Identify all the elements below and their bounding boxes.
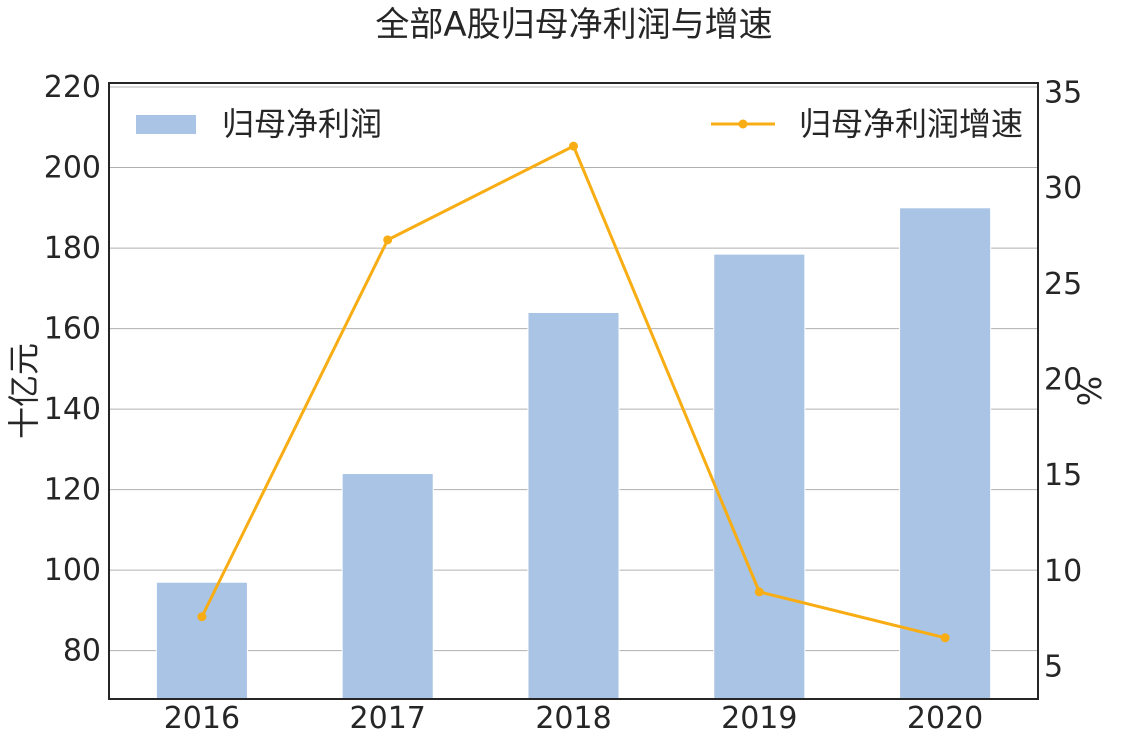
legend-line-label: 归母净利润增速	[799, 105, 1023, 143]
bar	[341, 473, 434, 700]
legend-line-marker	[738, 119, 748, 129]
growth-point	[940, 633, 950, 643]
left-tick-label: 180	[44, 231, 101, 266]
growth-point	[197, 612, 207, 622]
right-tick-label: 10	[1044, 554, 1082, 589]
bar	[899, 207, 992, 700]
left-tick-label: 220	[44, 70, 101, 105]
right-tick-label: 25	[1044, 267, 1082, 302]
plot-frame	[108, 82, 1039, 700]
x-tick-label: 2020	[907, 701, 983, 736]
left-tick-label: 140	[44, 392, 101, 427]
right-tick-label: 20	[1044, 363, 1082, 398]
legend-bar: 归母净利润	[136, 105, 382, 143]
chart-title: 全部A股归母净利润与增速	[375, 5, 772, 45]
right-tick-label: 30	[1044, 171, 1082, 206]
legend-bar-label: 归母净利润	[222, 105, 382, 143]
x-tick-label: 2017	[350, 701, 426, 736]
left-tick-label: 200	[44, 151, 101, 186]
left-tick-label: 120	[44, 473, 101, 508]
x-tick-label: 2018	[535, 701, 611, 736]
bar	[527, 311, 620, 700]
left-tick-label: 160	[44, 312, 101, 347]
right-tick-label: 15	[1044, 458, 1082, 493]
x-tick-label: 2016	[164, 701, 240, 736]
left-axis-label: 十亿元	[5, 343, 43, 439]
right-axis-label: %	[1071, 376, 1109, 406]
left-tick-label: 100	[44, 553, 101, 588]
left-tick-label: 80	[63, 634, 101, 669]
bar	[155, 581, 248, 700]
bar-series	[155, 207, 992, 700]
right-tick-label: 5	[1044, 649, 1063, 684]
line-series	[197, 141, 950, 643]
legend-bar-swatch	[136, 115, 196, 134]
growth-point	[754, 587, 764, 597]
x-axis: 2016 2017 2018 2019 2020	[164, 701, 984, 736]
bar	[713, 253, 806, 700]
growth-point	[569, 141, 578, 151]
legend-line: 归母净利润增速	[711, 105, 1023, 143]
left-y-axis: 80 100 120 140 160 180 200 220	[44, 70, 101, 669]
right-y-axis: 5 10 15 20 25 30 35	[1044, 76, 1082, 685]
right-tick-label: 35	[1044, 76, 1082, 111]
growth-point	[383, 235, 393, 245]
x-tick-label: 2019	[721, 701, 797, 736]
